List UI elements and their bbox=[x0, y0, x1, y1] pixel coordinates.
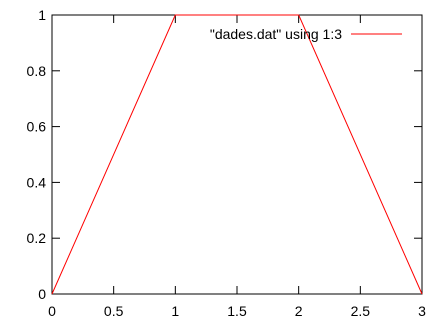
x-tick-label: 2.5 bbox=[351, 303, 371, 319]
x-tick-label: 1.5 bbox=[227, 303, 247, 319]
y-tick-label: 1 bbox=[38, 7, 46, 23]
x-tick-label: 0.5 bbox=[104, 303, 124, 319]
series-line bbox=[52, 15, 422, 294]
x-tick-label: 1 bbox=[171, 303, 179, 319]
y-tick-label: 0.4 bbox=[27, 174, 47, 190]
legend-label: "dades.dat" using 1:3 bbox=[210, 26, 342, 42]
x-axis: 0 0.5 1 1.5 2 2.5 3 bbox=[48, 15, 426, 319]
y-tick-label: 0.6 bbox=[27, 119, 47, 135]
plot-frame bbox=[52, 15, 422, 294]
y-tick-label: 0 bbox=[38, 286, 46, 302]
y-axis: 0 0.2 0.4 0.6 0.8 1 bbox=[27, 7, 422, 302]
x-tick-label: 3 bbox=[418, 303, 426, 319]
x-tick-label: 2 bbox=[295, 303, 303, 319]
series-layer bbox=[52, 15, 422, 294]
y-tick-label: 0.2 bbox=[27, 230, 47, 246]
y-tick-label: 0.8 bbox=[27, 63, 47, 79]
legend: "dades.dat" using 1:3 bbox=[210, 26, 402, 42]
x-tick-label: 0 bbox=[48, 303, 56, 319]
